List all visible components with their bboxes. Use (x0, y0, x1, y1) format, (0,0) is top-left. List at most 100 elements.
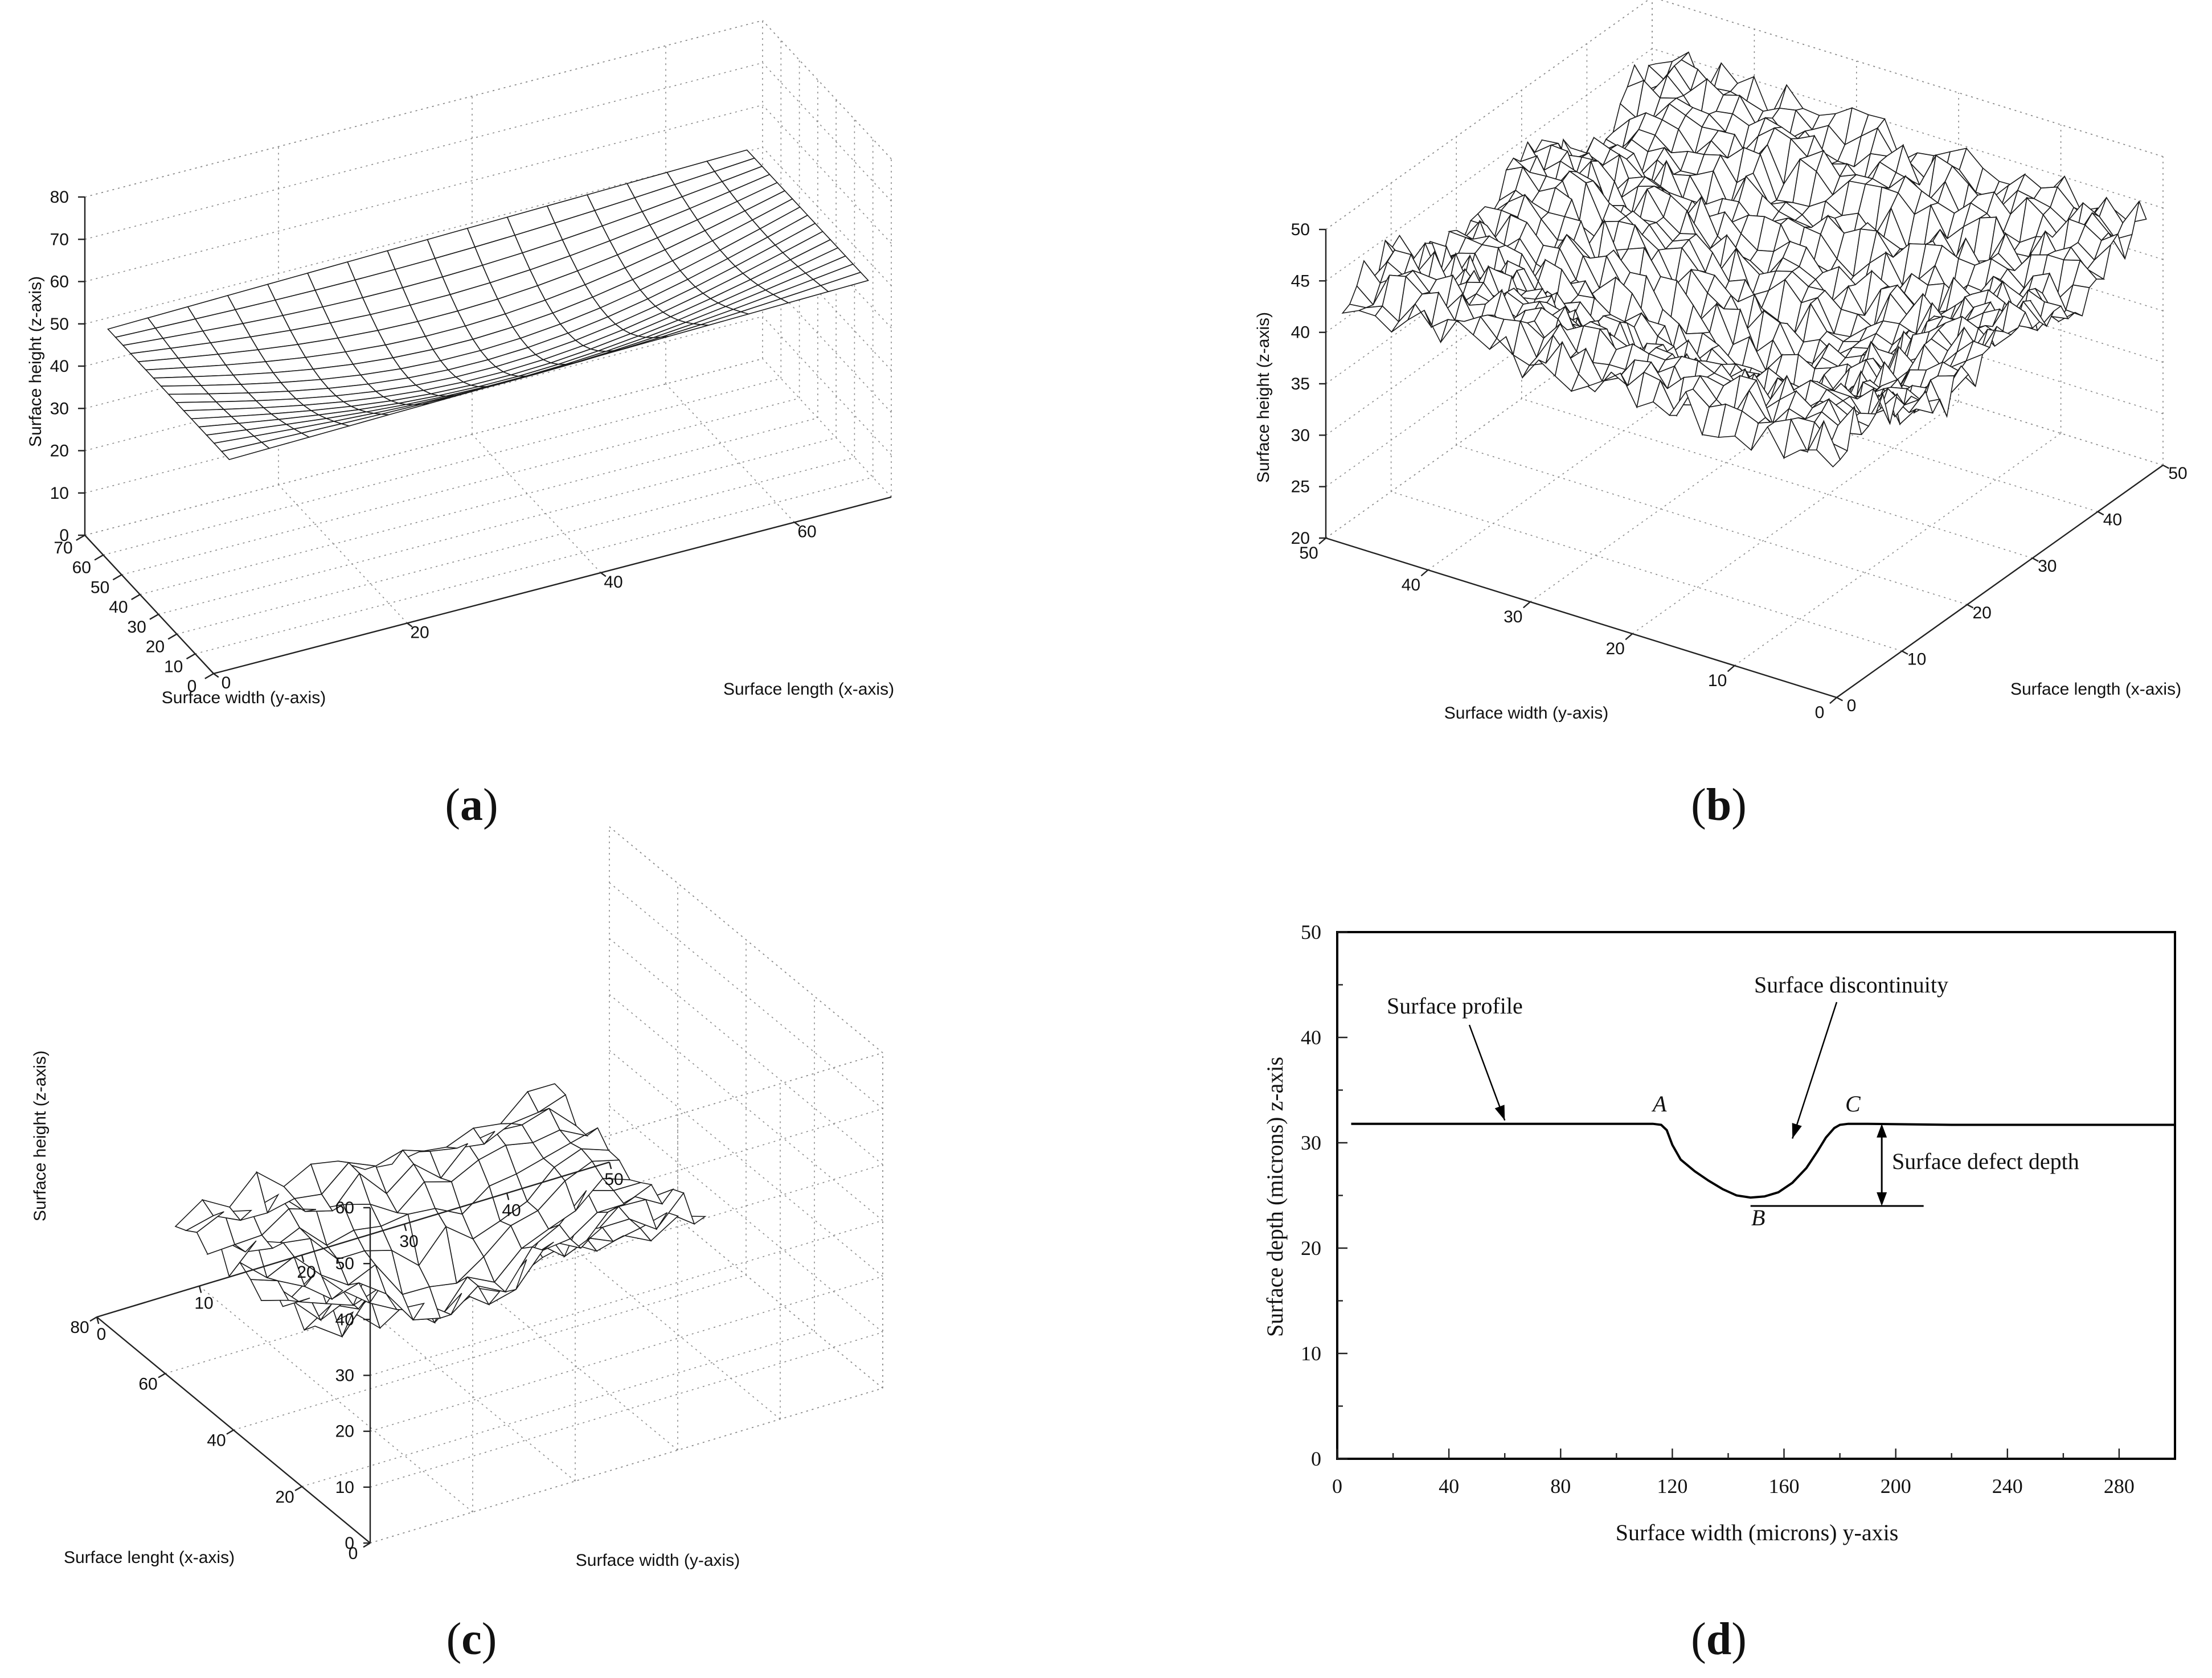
y-tick-label: 0 (1815, 703, 1825, 722)
gridline (370, 1332, 883, 1488)
x-tick-label: 20 (410, 623, 429, 642)
y-tick-label: 10 (1301, 1342, 1321, 1365)
gridline (1734, 433, 2062, 666)
x-tick (600, 572, 607, 577)
x-tick (226, 1429, 234, 1435)
y-tick (149, 613, 159, 620)
panel-c-surface-mesh (174, 1083, 707, 1338)
z-tick-label: 30 (50, 399, 69, 418)
gridline (1325, 305, 1653, 539)
panel-d-point-b-label: B (1751, 1205, 1765, 1230)
gridline (1427, 337, 1755, 571)
gridline (158, 437, 837, 615)
y-axis-line (1325, 537, 1837, 699)
panel-c-surface-plot: 0 20 40 60 80 0 10 20 30 40 50 0 10 20 30 40 50 60 Surfac… (31, 826, 883, 1664)
panel-c-y-axis-label: Surface width (y-axis) (576, 1551, 740, 1570)
x-tick (2097, 511, 2104, 516)
y-tick (94, 554, 104, 561)
panel-a-z-axis-label: Surface height (z-axis) (26, 276, 45, 447)
gridline (506, 1192, 781, 1420)
z-tick-label: 30 (335, 1367, 354, 1385)
y-tick (403, 1224, 407, 1232)
gridline (278, 484, 408, 623)
panel-a-surface-mesh (107, 149, 869, 461)
x-tick (294, 1486, 302, 1491)
surface-profile-arrow (1468, 1024, 1506, 1121)
y-tick (131, 594, 141, 600)
y-tick-label: 70 (54, 539, 72, 557)
z-tick-label: 20 (1291, 529, 1310, 548)
x-tick-label: 50 (2168, 464, 2187, 483)
panel-d-line-chart: 0 40 80 120 160 200 240 280 0 10 20 30 40 50 Surface … (1262, 921, 2176, 1664)
x-tick-label: 20 (1973, 604, 1992, 622)
y-tick-label: 0 (187, 677, 197, 696)
gridline (301, 1331, 815, 1487)
gridline (370, 1164, 883, 1320)
x-tick-label: 20 (275, 1488, 294, 1507)
x-tick-label: 30 (2038, 557, 2057, 576)
z-tick-label: 20 (50, 442, 69, 461)
panel-d-surface-profile-line (1351, 1122, 2175, 1199)
gridline (370, 1052, 883, 1208)
z-tick-label: 35 (1291, 375, 1310, 393)
y-tick (167, 633, 178, 640)
panel-c-caption: (c) (447, 1614, 497, 1664)
y-tick-label: 50 (1299, 544, 1318, 563)
gridline (1530, 369, 1857, 602)
x-tick-label: 60 (138, 1375, 157, 1393)
x-tick-label: 10 (1907, 650, 1926, 668)
y-tick (198, 1286, 202, 1293)
x-tick-label: 40 (1439, 1475, 1459, 1498)
y-tick (96, 1316, 100, 1324)
z-tick-label: 20 (335, 1422, 354, 1441)
y-tick-label: 50 (91, 578, 109, 597)
depth-arrow-head-down (1877, 1192, 1887, 1206)
gridline (1325, 0, 1649, 230)
x-tick (89, 1316, 97, 1322)
y-tick-label: 30 (399, 1232, 418, 1251)
x-tick-label: 60 (797, 522, 816, 541)
gridline (609, 1050, 883, 1277)
panel-d-surface-defect-depth-label: Surface defect depth (1892, 1148, 2079, 1174)
y-tick-label: 20 (1301, 1237, 1321, 1259)
x-tick-label: 40 (207, 1431, 226, 1450)
gridline (609, 826, 883, 1053)
y-tick (186, 653, 196, 660)
gridline (762, 62, 892, 202)
y-tick (204, 672, 214, 679)
panel-c-x-axis-label: Surface lenght (x-axis) (64, 1548, 235, 1567)
z-tick-label: 50 (1291, 220, 1310, 239)
gridline (762, 316, 892, 456)
z-tick-label: 80 (50, 188, 69, 207)
gridline (301, 1254, 576, 1482)
gridline (370, 1388, 883, 1544)
surface-mesh-cell (159, 385, 210, 395)
panel-a-surface-plot: 020406001020304050607001020304050607080 … (26, 20, 894, 830)
surface-profile-arrow-head (1494, 1105, 1505, 1121)
y-tick-label: 40 (1402, 576, 1420, 594)
z-tick-label: 50 (335, 1254, 354, 1273)
panel-b-caption: (b) (1691, 780, 1747, 830)
y-tick-label: 30 (1301, 1131, 1321, 1154)
panel-c-z-axis-label: Surface height (z-axis) (31, 1051, 50, 1221)
panel-a-caption: (a) (445, 780, 498, 830)
panel-d-y-axis-label: Surface depth (microns) z-axis (1262, 1057, 1288, 1337)
panel-d-x-axis-label: Surface width (microns) y-axis (1616, 1520, 1899, 1545)
x-tick-label: 0 (1332, 1475, 1342, 1498)
gridline (609, 938, 883, 1165)
gridline (404, 1224, 678, 1451)
surface-mesh-cell (152, 376, 202, 387)
x-axis-line (1836, 465, 2164, 698)
depth-arrow-head-up (1877, 1123, 1887, 1138)
surface-mesh-cell (145, 367, 195, 379)
x-tick (1902, 650, 1908, 655)
y-tick (1727, 665, 1735, 672)
z-tick-label: 45 (1291, 272, 1310, 290)
panel-b-x-axis-label: Surface length (x-axis) (2010, 680, 2181, 699)
z-tick-label: 60 (335, 1199, 354, 1217)
y-tick-label: 20 (1606, 639, 1625, 658)
x-tick-label: 80 (70, 1318, 89, 1337)
y-tick-label: 40 (1301, 1026, 1321, 1049)
x-tick-label: 0 (349, 1544, 358, 1563)
z-tick-label: 0 (59, 526, 69, 545)
